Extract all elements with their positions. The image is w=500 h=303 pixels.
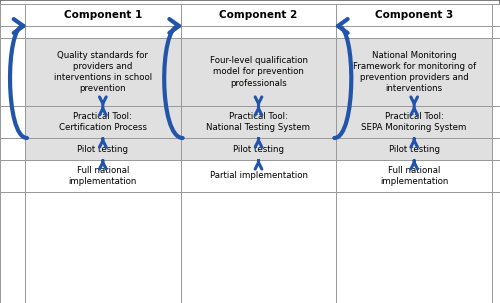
Bar — [336, 26, 492, 38]
Bar — [336, 38, 492, 106]
Text: Pilot testing: Pilot testing — [388, 145, 440, 154]
Text: Partial implementation: Partial implementation — [210, 171, 308, 181]
Text: Full national
implementation: Full national implementation — [68, 166, 137, 186]
Bar — [0, 4, 25, 26]
Bar — [25, 192, 180, 303]
Text: Practical Tool:
SEPA Monitoring System: Practical Tool: SEPA Monitoring System — [362, 112, 467, 132]
Bar — [492, 4, 500, 26]
Text: Four-level qualification
model for prevention
professionals: Four-level qualification model for preve… — [210, 56, 308, 88]
Bar — [25, 38, 180, 106]
Bar — [336, 4, 492, 26]
FancyArrowPatch shape — [334, 19, 351, 138]
Bar — [180, 138, 336, 160]
Bar — [0, 138, 25, 160]
Text: Component 2: Component 2 — [220, 10, 298, 20]
Bar — [336, 138, 492, 160]
Bar — [0, 192, 25, 303]
Bar — [25, 26, 180, 38]
Text: Pilot testing: Pilot testing — [78, 145, 128, 154]
Bar — [180, 38, 336, 106]
Bar — [180, 4, 336, 26]
Text: Pilot testing: Pilot testing — [233, 145, 284, 154]
Bar — [492, 26, 500, 38]
Text: Component 1: Component 1 — [64, 10, 142, 20]
Bar — [0, 160, 25, 192]
Bar — [0, 38, 25, 106]
Bar — [180, 106, 336, 138]
FancyArrowPatch shape — [164, 19, 182, 138]
Text: Practical Tool:
National Testing System: Practical Tool: National Testing System — [206, 112, 310, 132]
Bar — [492, 160, 500, 192]
Text: Quality standards for
providers and
interventions in school
prevention: Quality standards for providers and inte… — [54, 51, 152, 93]
Bar — [180, 192, 336, 303]
Text: Component 3: Component 3 — [375, 10, 454, 20]
Bar — [492, 38, 500, 106]
Bar — [492, 192, 500, 303]
Text: Practical Tool:
Certification Process: Practical Tool: Certification Process — [59, 112, 147, 132]
Bar — [336, 192, 492, 303]
Bar — [0, 26, 25, 38]
Bar — [492, 138, 500, 160]
Bar — [25, 160, 180, 192]
Bar — [492, 106, 500, 138]
Bar — [0, 106, 25, 138]
Bar — [180, 26, 336, 38]
FancyArrowPatch shape — [10, 19, 27, 138]
Bar — [336, 106, 492, 138]
Bar — [336, 160, 492, 192]
Text: Full national
implementation: Full national implementation — [380, 166, 448, 186]
Bar — [180, 160, 336, 192]
Text: National Monitoring
Framework for monitoring of
prevention providers and
interve: National Monitoring Framework for monito… — [352, 51, 476, 93]
Bar — [25, 106, 180, 138]
Bar — [25, 4, 180, 26]
Bar — [25, 138, 180, 160]
